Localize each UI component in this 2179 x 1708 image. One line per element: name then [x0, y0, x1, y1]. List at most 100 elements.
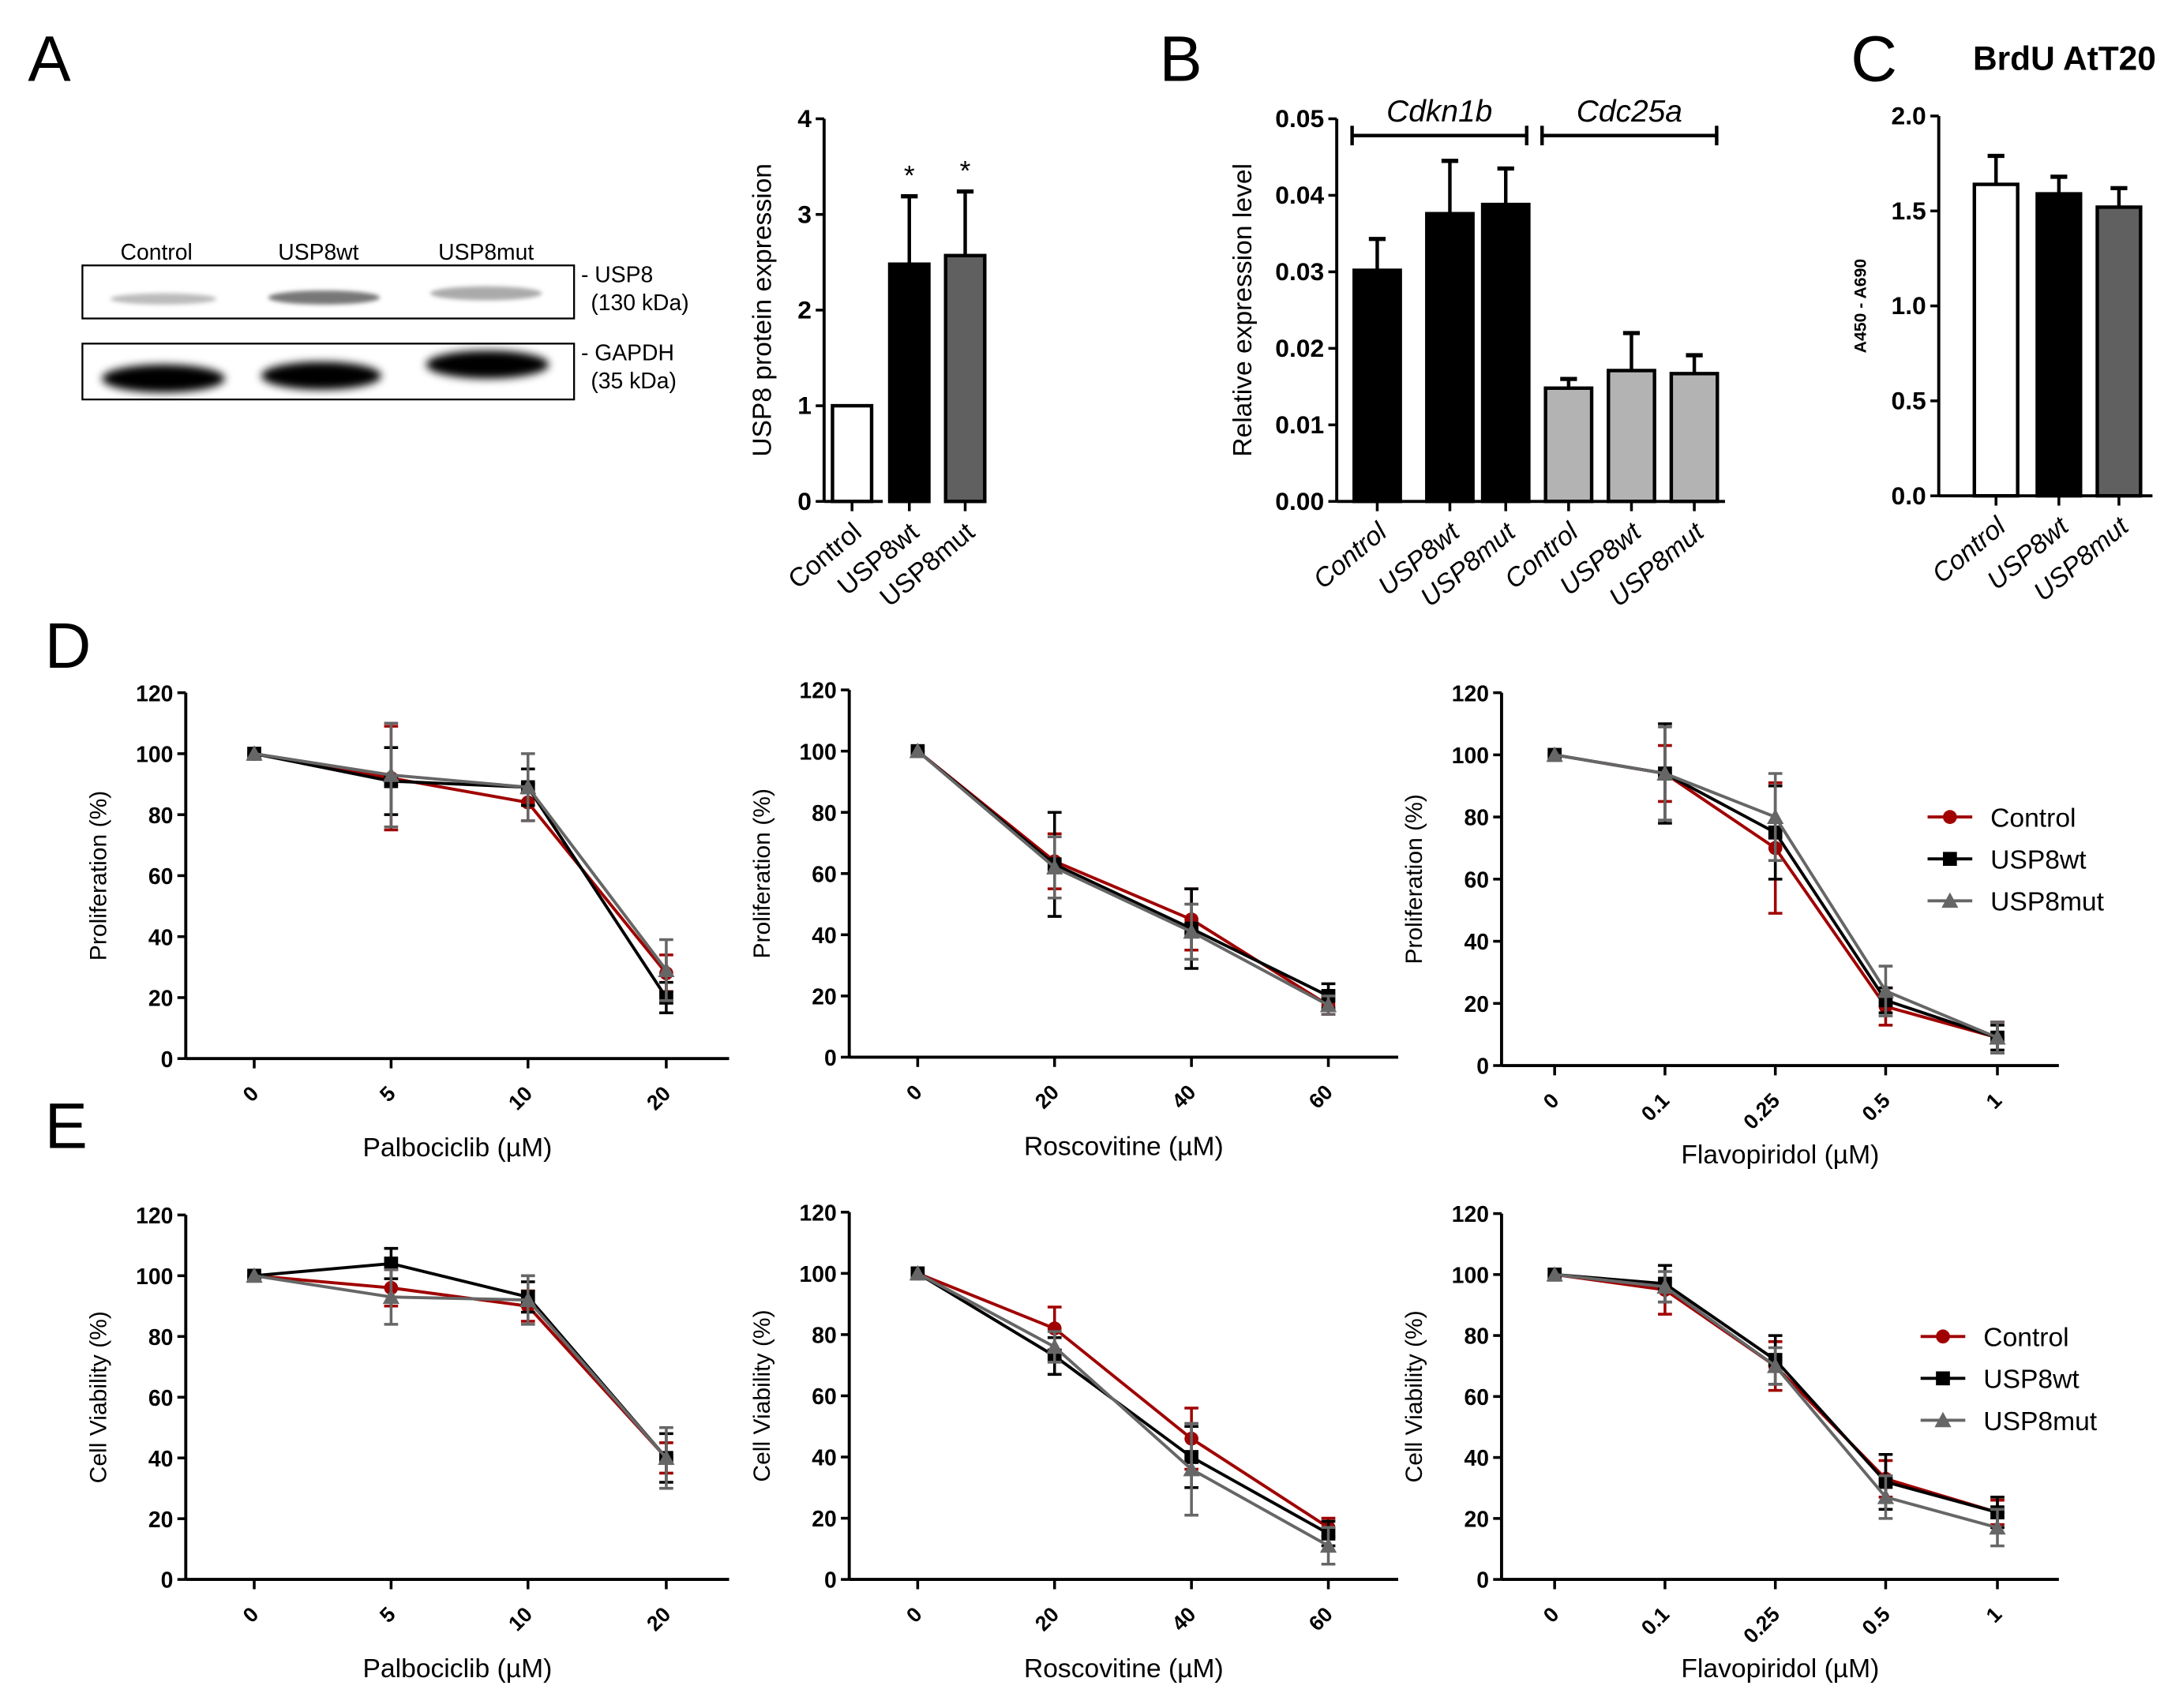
chart-panel-c: 0.00.51.01.52.0ControlUSP8wtUSP8mutA450 …: [1852, 40, 2156, 608]
data-point-triangle: [1934, 1411, 1952, 1428]
western-blot: Control USP8wt USP8mut - USP8 (130 kDa) …: [81, 239, 689, 401]
x-tick-label: 20: [642, 1602, 675, 1635]
x-axis-label: Roscovitine (µM): [1024, 1132, 1224, 1161]
legend-label: USP8wt: [1990, 846, 2087, 875]
data-point-circle: [1943, 810, 1957, 824]
y-tick-label: 40: [812, 923, 836, 948]
bar: [1607, 369, 1656, 504]
band-size: (130 kDa): [591, 290, 688, 315]
x-axis-label: Roscovitine (µM): [1024, 1654, 1224, 1684]
usp8-band: [110, 293, 217, 305]
series-line-usp8mut: [253, 751, 668, 972]
series-line-usp8mut: [1554, 1272, 1998, 1530]
chart-panel-d2: 0 20 40 60 80 100 120 0 20 40 60 Proliferation (%) R…: [749, 678, 1398, 1161]
y-tick-label: 4: [797, 104, 812, 133]
x-tick-label: 20: [642, 1081, 675, 1114]
y-tick-label: 120: [800, 1200, 837, 1225]
series-line-usp8wt: [253, 752, 668, 999]
y-tick-label: 0: [797, 487, 812, 515]
data-point-square: [1943, 852, 1957, 867]
y-tick-label: 80: [1465, 1324, 1489, 1349]
x-tick-label: 1: [1982, 1088, 2007, 1114]
data-point-triangle: [1046, 1338, 1063, 1354]
y-tick-label: 0.04: [1275, 181, 1324, 209]
legend-label: USP8mut: [1983, 1407, 2097, 1436]
bar: [1480, 202, 1531, 504]
y-tick-label: 20: [1465, 991, 1489, 1017]
y-tick-label: 120: [800, 678, 837, 703]
x-tick-label: 10: [504, 1602, 537, 1635]
data-point-triangle: [909, 743, 926, 758]
y-tick-label: 0: [161, 1047, 174, 1072]
data-point-triangle: [1546, 1266, 1563, 1282]
y-tick-label: 100: [1452, 1262, 1489, 1287]
legend-label: USP8mut: [1990, 888, 2104, 917]
series-line-control: [1554, 1272, 1998, 1514]
y-tick-label: 1.0: [1892, 291, 1926, 320]
data-point-triangle: [246, 1267, 263, 1283]
data-point-triangle: [382, 766, 399, 782]
gapdh-band: [426, 350, 549, 379]
x-tick-label: 0.1: [1637, 1088, 1674, 1126]
y-tick-label: 120: [1452, 680, 1489, 706]
panel-letter-c: C: [1851, 24, 1897, 96]
x-tick-label: 0.5: [1857, 1602, 1894, 1639]
data-point-triangle: [1989, 1028, 2006, 1045]
y-tick-label: 20: [812, 1506, 836, 1531]
data-point-triangle: [1656, 765, 1674, 781]
y-tick-label: 120: [1452, 1201, 1489, 1227]
series-line-control: [917, 1272, 1330, 1529]
y-axis-label: Cell Viability (%): [85, 1311, 111, 1483]
data-point-triangle: [1877, 982, 1895, 998]
chart-panel-e2: 0 20 40 60 80 100 120 0 20 40 60 Cell Viability (%)…: [749, 1200, 1398, 1684]
chart-title: BrdU AtT20: [1973, 40, 2156, 77]
legend: Control USP8wt USP8mut: [1920, 1324, 2098, 1436]
chart-panel-d1: 0 20 40 60 80 100 120 0 5 10 20 Proliferation (%) Pa…: [85, 680, 729, 1163]
series-line-control: [253, 1274, 668, 1459]
bar: [1543, 386, 1594, 504]
y-tick-label: 0.02: [1275, 334, 1324, 362]
y-axis-label: A450 - A690: [1852, 259, 1870, 354]
usp8-band: [268, 290, 381, 305]
x-tick-label: 0.1: [1637, 1602, 1674, 1639]
y-tick-label: 100: [136, 742, 173, 767]
series-line-usp8mut: [253, 1274, 668, 1459]
y-tick-label: 0: [161, 1568, 174, 1593]
y-tick-label: 100: [1452, 743, 1489, 768]
x-tick-label: 0: [1539, 1602, 1564, 1627]
data-point-triangle: [658, 1449, 675, 1466]
data-point-triangle: [1656, 1278, 1674, 1294]
bar: [2035, 192, 2083, 498]
y-tick-label: 20: [148, 986, 173, 1011]
band-label: - USP8: [581, 262, 653, 287]
y-axis-label: Cell Viability (%): [1401, 1310, 1427, 1482]
y-tick-label: 60: [1465, 1384, 1489, 1410]
series-line-control: [253, 751, 668, 975]
y-tick-label: 120: [136, 1203, 173, 1228]
bar: [1669, 372, 1720, 504]
x-tick-label: 60: [1304, 1080, 1337, 1113]
data-point-square: [384, 1257, 399, 1271]
y-tick-label: 40: [1465, 929, 1489, 954]
x-tick-label: 5: [375, 1081, 400, 1107]
y-tick-label: 120: [136, 680, 173, 706]
significance-marker: *: [904, 161, 915, 192]
y-tick-label: 0: [824, 1568, 837, 1593]
y-tick-label: 80: [1465, 805, 1489, 830]
legend: Control USP8wt USP8mut: [1927, 804, 2105, 917]
data-point-triangle: [1767, 1358, 1784, 1373]
data-point-triangle: [1877, 1489, 1895, 1504]
bar: [887, 262, 931, 504]
series-line-usp8mut: [917, 1272, 1330, 1548]
y-tick-label: 20: [812, 983, 836, 1009]
x-tick-label: 0.25: [1738, 1088, 1784, 1134]
y-axis-label: USP8 protein expression: [748, 163, 778, 457]
panel-letter-e: E: [45, 1090, 88, 1162]
y-tick-label: 0: [1476, 1568, 1489, 1593]
y-tick-label: 80: [812, 800, 836, 826]
y-axis-label: Proliferation (%): [1401, 794, 1427, 964]
lane-label: USP8wt: [278, 239, 358, 264]
x-tick-label: 5: [375, 1602, 400, 1627]
data-point-triangle: [1183, 923, 1200, 939]
